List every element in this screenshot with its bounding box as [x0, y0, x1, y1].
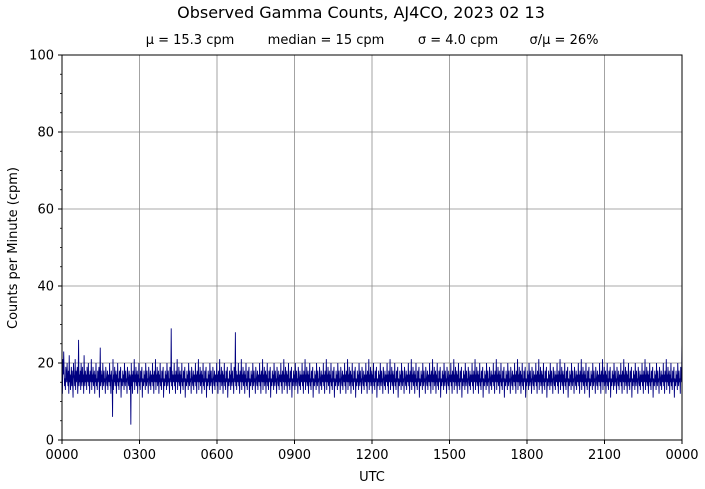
x-tick-label: 0000: [665, 448, 698, 463]
grid-lines: [62, 55, 682, 440]
x-tick-label: 1500: [433, 448, 466, 463]
y-tick-label: 40: [37, 280, 54, 295]
plot-frame: [61, 54, 683, 441]
y-tick-label: 100: [29, 49, 54, 64]
y-tick-label: 20: [37, 357, 54, 372]
x-tick-label: 0300: [123, 448, 156, 463]
x-tick-label: 1800: [510, 448, 543, 463]
x-tick-label: 2100: [588, 448, 621, 463]
x-axis-label: UTC: [359, 470, 385, 485]
y-tick-label: 80: [37, 126, 54, 141]
x-tick-label: 0600: [200, 448, 233, 463]
x-tick-label: 0900: [278, 448, 311, 463]
series-group: [61, 328, 683, 425]
stat-sigma: σ = 4.0 cpm: [418, 33, 498, 48]
y-tick-label: 60: [37, 203, 54, 218]
x-tick-label: 0000: [45, 448, 78, 463]
stat-mean: μ = 15.3 cpm: [146, 33, 235, 48]
series-line: [61, 328, 683, 425]
chart-title: Observed Gamma Counts, AJ4CO, 2023 02 13: [177, 3, 545, 22]
x-axis-ticks: 0000 0300 0600 0900 1200 1500 1800 2100 0000: [45, 440, 699, 463]
x-tick-label: 1200: [355, 448, 388, 463]
y-axis-label: Counts per Minute (cpm): [6, 167, 21, 329]
stat-median: median = 15 cpm: [268, 33, 385, 48]
y-tick-label: 0: [46, 434, 54, 449]
y-axis-ticks: 0 20 40 60 80 100: [29, 49, 62, 449]
stat-ratio: σ/μ = 26%: [530, 33, 599, 48]
